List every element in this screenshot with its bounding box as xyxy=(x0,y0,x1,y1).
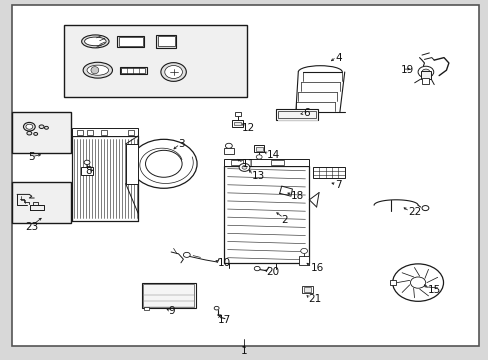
Circle shape xyxy=(161,63,186,81)
Ellipse shape xyxy=(91,67,99,74)
Text: 13: 13 xyxy=(251,171,264,181)
Text: 4: 4 xyxy=(334,53,341,63)
Circle shape xyxy=(392,264,443,301)
Bar xyxy=(420,71,430,79)
Text: 9: 9 xyxy=(168,306,175,316)
Ellipse shape xyxy=(83,62,112,78)
Circle shape xyxy=(225,143,232,148)
Bar xyxy=(119,37,142,46)
Bar xyxy=(77,130,83,135)
Circle shape xyxy=(300,248,307,253)
Bar xyxy=(72,128,138,136)
Text: 22: 22 xyxy=(407,207,421,217)
Text: 17: 17 xyxy=(217,315,230,325)
Ellipse shape xyxy=(87,65,108,75)
Circle shape xyxy=(130,139,197,188)
Bar xyxy=(254,145,264,152)
Circle shape xyxy=(44,126,48,129)
Bar xyxy=(156,35,176,48)
Bar xyxy=(143,284,194,307)
Bar xyxy=(12,182,71,223)
Text: 16: 16 xyxy=(310,263,323,273)
Bar xyxy=(277,120,317,121)
Bar xyxy=(125,144,138,184)
Bar xyxy=(81,167,93,175)
Circle shape xyxy=(421,206,428,211)
Bar xyxy=(120,67,146,74)
Bar xyxy=(255,147,262,151)
Circle shape xyxy=(39,125,44,129)
Text: 11: 11 xyxy=(242,159,255,169)
Text: 19: 19 xyxy=(400,65,413,75)
Circle shape xyxy=(27,131,32,135)
Text: 12: 12 xyxy=(242,123,255,133)
Circle shape xyxy=(183,252,190,257)
Bar xyxy=(232,120,243,127)
Bar xyxy=(223,166,309,263)
Bar xyxy=(142,283,195,308)
Bar xyxy=(87,130,93,135)
Bar xyxy=(276,109,317,120)
Text: 1: 1 xyxy=(241,346,247,356)
Text: 18: 18 xyxy=(290,191,304,201)
Text: 5: 5 xyxy=(28,152,35,162)
Circle shape xyxy=(84,160,90,165)
Text: 3: 3 xyxy=(178,139,185,149)
Bar xyxy=(231,160,243,165)
Bar xyxy=(303,287,311,292)
Text: 6: 6 xyxy=(303,108,309,118)
Bar xyxy=(102,130,107,135)
Ellipse shape xyxy=(81,35,109,48)
Text: 23: 23 xyxy=(25,222,39,232)
Bar xyxy=(63,25,246,97)
Text: 20: 20 xyxy=(266,267,279,277)
Text: 14: 14 xyxy=(266,150,279,160)
Text: 15: 15 xyxy=(427,285,440,295)
Bar xyxy=(158,36,174,46)
Text: 8: 8 xyxy=(85,166,92,176)
Text: 21: 21 xyxy=(307,294,321,304)
Text: 10: 10 xyxy=(217,258,230,268)
Bar xyxy=(234,112,240,116)
Circle shape xyxy=(145,150,182,177)
Circle shape xyxy=(254,266,260,271)
Bar xyxy=(144,307,149,310)
Circle shape xyxy=(26,124,33,129)
Text: 7: 7 xyxy=(334,180,341,190)
Bar xyxy=(312,167,344,178)
Bar xyxy=(234,122,241,125)
Circle shape xyxy=(34,132,38,135)
Bar xyxy=(389,280,395,285)
Bar xyxy=(117,36,144,47)
Circle shape xyxy=(23,122,35,131)
Circle shape xyxy=(242,166,246,169)
Circle shape xyxy=(256,155,262,159)
Bar xyxy=(277,111,316,118)
Bar xyxy=(128,130,134,135)
Bar xyxy=(421,78,428,84)
Circle shape xyxy=(239,163,249,171)
Circle shape xyxy=(417,66,433,78)
Bar xyxy=(223,159,309,166)
Bar xyxy=(302,286,312,293)
Bar xyxy=(271,160,283,165)
Text: 2: 2 xyxy=(281,215,287,225)
Circle shape xyxy=(164,66,182,78)
Circle shape xyxy=(409,277,425,288)
Circle shape xyxy=(421,69,429,75)
Bar xyxy=(299,256,308,265)
Bar xyxy=(121,68,145,73)
Bar xyxy=(224,148,233,154)
Ellipse shape xyxy=(84,37,106,46)
Circle shape xyxy=(214,306,219,310)
Bar xyxy=(12,112,71,153)
